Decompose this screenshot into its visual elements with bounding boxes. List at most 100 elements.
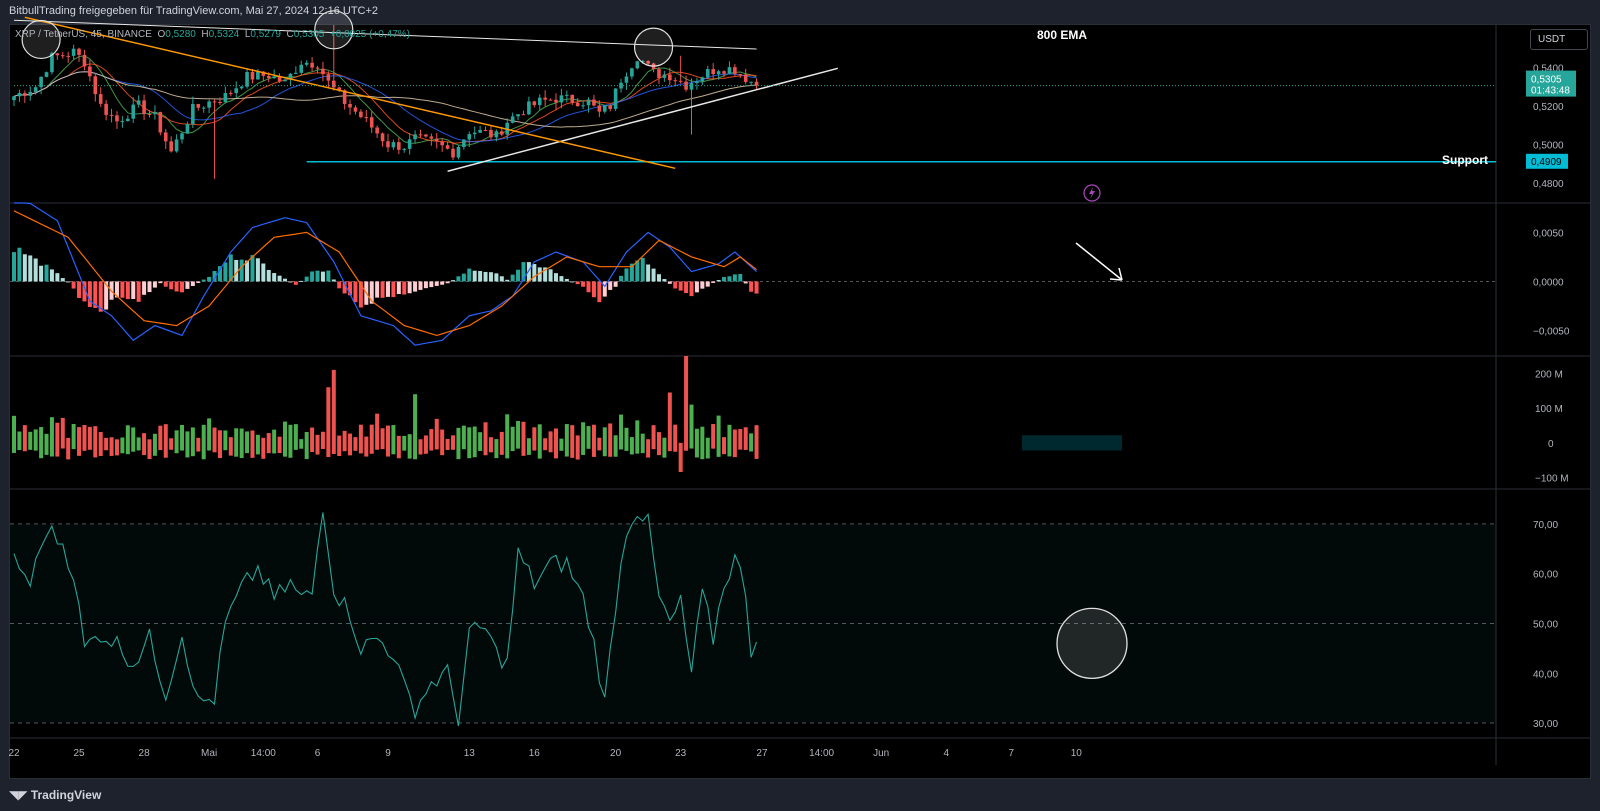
candle-body — [98, 94, 103, 104]
x-tick-label: 16 — [529, 748, 541, 759]
candle-body — [716, 71, 721, 75]
highlight-circle-1 — [314, 10, 354, 50]
candle-body — [218, 101, 222, 103]
candle-body — [321, 68, 325, 75]
support-label: Support — [1442, 153, 1488, 167]
symbol-legend[interactable]: XRP / TetherUS, 45, BINANCE O0,5280 H0,5… — [15, 29, 410, 40]
lightning-glyph — [1089, 187, 1095, 199]
legend-symbol: XRP / TetherUS, 45 — [15, 29, 102, 40]
macd-bar — [656, 274, 661, 282]
x-tick-label: 14:00 — [809, 748, 834, 759]
legend-high-label: H — [201, 29, 209, 40]
volume-bar — [180, 424, 185, 451]
volume-bar — [581, 422, 586, 455]
volume-bar — [44, 433, 49, 455]
macd-bar — [575, 281, 580, 285]
volume-bar — [483, 422, 488, 456]
volume-bar — [310, 427, 315, 453]
x-tick-label: 9 — [385, 748, 391, 759]
x-tick-label: 25 — [73, 748, 85, 759]
candle-body — [462, 139, 466, 147]
candle-body — [359, 111, 363, 118]
volume-bar — [109, 437, 114, 456]
legend-open-label: O — [157, 29, 166, 40]
macd-bar — [673, 281, 678, 289]
macd-bar — [597, 281, 602, 303]
volume-bar — [732, 429, 737, 458]
volume-bar — [613, 435, 618, 457]
candle-body — [174, 139, 179, 152]
candle-body — [397, 142, 401, 150]
volume-bar — [673, 424, 678, 452]
footer: ◥◤ TradingView — [0, 779, 1600, 811]
macd-bar — [71, 281, 76, 289]
volume-bar — [727, 424, 732, 457]
volume-bar — [71, 423, 76, 450]
volume-bar — [629, 437, 634, 455]
macd-bar — [255, 258, 260, 282]
macd-bar — [705, 281, 710, 287]
macd-bar — [418, 281, 423, 290]
volume-bar — [158, 425, 163, 451]
candle-body — [613, 88, 618, 109]
candle-body — [229, 93, 233, 95]
candle-body — [624, 76, 629, 83]
rsi-tick-label: 60,00 — [1533, 570, 1558, 581]
price-tick-label: 0,5000 — [1533, 140, 1564, 151]
legend-close-label: C — [286, 29, 294, 40]
candle-body — [434, 138, 439, 142]
macd-bar — [163, 281, 168, 287]
volume-bar — [228, 437, 233, 456]
macd-bar — [310, 271, 315, 282]
volume-bar — [548, 431, 553, 453]
price-pane — [12, 16, 1496, 179]
currency-button[interactable]: USDT — [1530, 29, 1588, 50]
legend-high: 0,5324 — [208, 29, 240, 40]
chart-frame[interactable] — [9, 24, 1591, 779]
candle-body — [581, 105, 585, 107]
candle-body — [386, 141, 390, 148]
volume-bar — [705, 437, 710, 459]
candle-body — [331, 80, 336, 88]
candle-body — [418, 134, 423, 136]
candle-body — [277, 76, 282, 82]
x-tick-label: Jun — [873, 748, 889, 759]
candle-body — [153, 112, 157, 115]
macd-bar — [136, 281, 141, 302]
candle-body — [402, 148, 407, 150]
candle-body — [705, 69, 710, 78]
volume-bar — [738, 429, 743, 450]
macd-bar — [353, 281, 358, 303]
macd-bar — [754, 281, 759, 294]
macd-bar — [651, 268, 656, 282]
macd-bar — [55, 273, 60, 282]
macd-bar — [293, 281, 298, 285]
macd-bar — [440, 281, 445, 285]
ema-800-line — [13, 19, 757, 50]
candle-body — [364, 117, 369, 119]
rsi-line — [13, 512, 758, 727]
axes: 0,5400 0,5200 0,5000 0,4800 0,0050 0,0000 −0,0… — [8, 63, 1576, 759]
macd-bar — [348, 281, 353, 296]
macd-bar — [342, 281, 347, 294]
volume-bar — [667, 392, 672, 452]
macd-bar — [60, 278, 65, 282]
volume-bar — [201, 424, 206, 460]
macd-bar — [472, 270, 477, 282]
macd-bar — [451, 280, 456, 282]
candle-body — [299, 64, 304, 73]
volume-bar — [28, 431, 33, 450]
macd-bar — [505, 279, 510, 282]
macd-bar — [385, 281, 390, 297]
candle-body — [391, 142, 396, 148]
volume-bar — [440, 429, 445, 456]
volume-bar — [266, 433, 271, 454]
macd-bar — [521, 262, 526, 282]
volume-bar — [369, 424, 374, 454]
candle-body — [619, 82, 623, 89]
candle-body — [668, 74, 672, 81]
volume-bar — [196, 437, 201, 452]
volume-bar — [434, 418, 439, 450]
volume-bar — [358, 424, 363, 454]
